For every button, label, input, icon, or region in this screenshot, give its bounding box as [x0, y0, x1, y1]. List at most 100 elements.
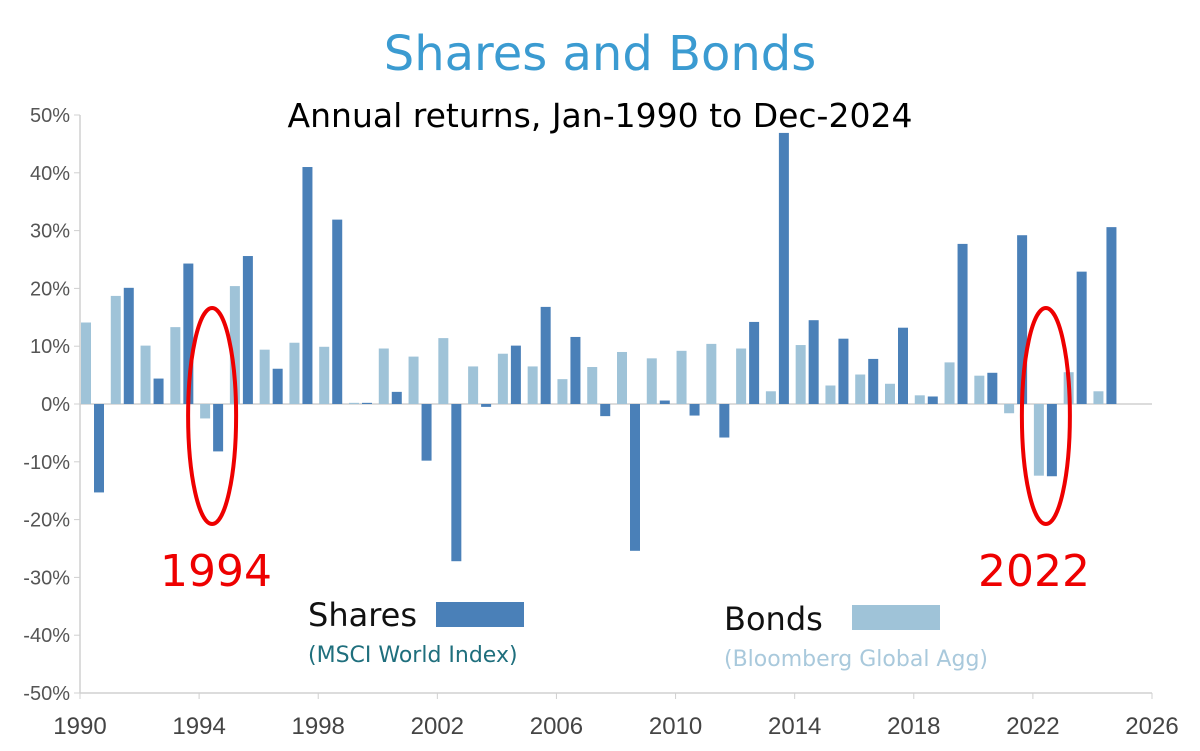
bonds-bar [527, 366, 538, 404]
legend-bonds-swatch [852, 605, 940, 630]
shares-bar [451, 404, 462, 562]
bonds-bar [1093, 391, 1104, 404]
y-tick-label: -40% [23, 625, 70, 647]
shares-bar [391, 391, 402, 404]
x-tick-label: 2026 [1125, 713, 1178, 740]
shares-bar [927, 396, 938, 404]
shares-bar [1106, 227, 1117, 404]
x-tick-label: 2014 [768, 713, 821, 740]
y-tick-label: 40% [30, 163, 70, 185]
annotation-ellipses [186, 306, 1072, 526]
shares-bar [630, 404, 640, 551]
shares-bar [540, 306, 551, 404]
bonds-bar [617, 351, 627, 404]
bonds-bar [378, 348, 389, 404]
chart-title: Shares and Bonds [383, 26, 817, 82]
y-tick-label: 0% [41, 394, 70, 416]
bonds-bar [200, 404, 211, 419]
shares-bar [957, 243, 968, 404]
y-tick-label: -30% [23, 567, 70, 589]
shares-bar [94, 404, 104, 493]
shares-bar [421, 404, 432, 461]
bonds-bar [587, 367, 598, 404]
y-tick-label: 30% [30, 221, 70, 243]
shares-bar [272, 368, 283, 404]
annotation-ellipse [186, 306, 239, 526]
bonds-bar [855, 374, 866, 404]
y-tick-label: 50% [30, 105, 70, 127]
x-tick-label: 1994 [172, 713, 225, 740]
shares-bar [183, 263, 194, 404]
shares-bar [749, 321, 760, 404]
bonds-bar [974, 375, 985, 404]
y-tick-label: -50% [23, 683, 70, 705]
bars [81, 132, 1117, 562]
x-tick-label: 1990 [53, 713, 106, 740]
x-tick-label: 2010 [649, 713, 702, 740]
x-tick-label: 1998 [292, 713, 345, 740]
shares-bar [242, 256, 253, 404]
shares-bar [719, 404, 730, 438]
bonds-bar [795, 345, 806, 404]
shares-bar [123, 287, 134, 404]
y-tick-label: -10% [23, 452, 70, 474]
shares-bar [510, 345, 521, 404]
bonds-bar [765, 391, 776, 404]
legend-bonds-label: Bonds [724, 600, 823, 638]
x-tick-label: 2002 [411, 713, 464, 740]
y-tick-label: -20% [23, 510, 70, 532]
bonds-bar [944, 362, 955, 404]
shares-bar [1017, 235, 1028, 404]
bonds-bar [438, 338, 449, 404]
shares-bar [659, 400, 670, 404]
shares-bar [1076, 271, 1087, 404]
shares-bar [868, 358, 879, 404]
bonds-bar [229, 286, 240, 404]
bonds-bar [289, 342, 300, 404]
annotation-ellipse [1019, 306, 1072, 526]
bonds-bar [1033, 404, 1044, 476]
shares-bar [838, 338, 849, 404]
bonds-bar [706, 343, 717, 404]
x-tick-label: 2018 [887, 713, 940, 740]
shares-bar [898, 327, 908, 404]
shares-bar [213, 404, 224, 452]
bonds-bar [1004, 404, 1015, 414]
shares-bar [570, 336, 581, 404]
chart-subtitle: Annual returns, Jan-1990 to Dec-2024 [287, 96, 913, 135]
bonds-bar [497, 353, 508, 404]
bonds-bar [319, 346, 330, 404]
bonds-bar [170, 327, 181, 404]
shares-bar [153, 378, 164, 404]
bonds-bar [468, 366, 479, 404]
bonds-bar [408, 356, 419, 404]
x-tick-label: 2022 [1006, 713, 1059, 740]
shares-bar [481, 404, 492, 407]
shares-bar [1046, 404, 1057, 477]
bonds-bar [259, 349, 270, 404]
x-axis: 1990 1994 1998 2002 2006 2010 2014 2018 2022 2026 [53, 403, 1179, 740]
x-tick-label: 2006 [530, 713, 583, 740]
bonds-bar [676, 350, 687, 404]
shares-bar [808, 320, 819, 404]
bonds-bar [557, 379, 568, 404]
bonds-bar [825, 385, 836, 404]
bonds-bar [885, 383, 895, 404]
bonds-bar [349, 402, 359, 404]
shares-bar [600, 404, 611, 417]
annotation-1994: 1994 [160, 546, 272, 597]
bonds-bar [914, 395, 925, 404]
legend-bonds-caption: (Bloomberg Global Agg) [724, 647, 988, 672]
annotation-2022: 2022 [978, 546, 1090, 597]
shares-bar [689, 404, 700, 416]
y-axis: -50% -40% -30% -20% -10% 0% 10% 20% 30% 40% 50% [23, 105, 81, 705]
shares-bar [987, 372, 998, 404]
legend-shares-swatch [436, 602, 524, 627]
shares-bar [332, 219, 343, 404]
shares-bar [302, 167, 313, 404]
bonds-bar [81, 322, 91, 404]
bonds-bar [110, 295, 121, 404]
bonds-bar [140, 345, 151, 404]
shares-bar [778, 132, 789, 404]
